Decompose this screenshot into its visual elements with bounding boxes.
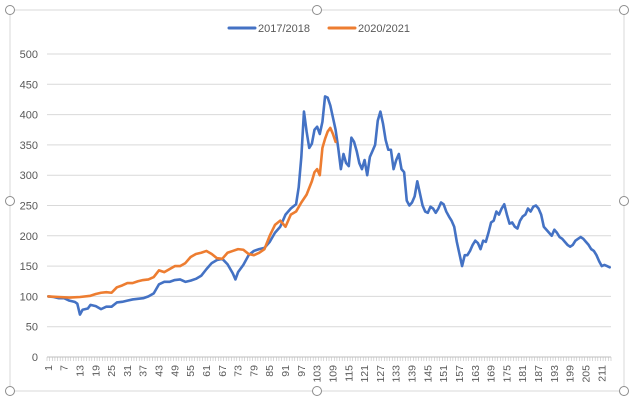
x-tick-label: 115 bbox=[343, 365, 355, 382]
x-tick-label: 127 bbox=[375, 365, 387, 383]
x-tick-label: 61 bbox=[201, 365, 213, 377]
y-tick-label: 500 bbox=[20, 49, 38, 61]
x-tick-label: 1 bbox=[43, 365, 55, 371]
x-tick-label: 121 bbox=[359, 365, 371, 383]
chart-area-border[interactable] bbox=[9, 9, 625, 392]
legend-item-2017-2018[interactable]: 2017/2018 bbox=[227, 23, 310, 35]
y-tick-label: 250 bbox=[20, 201, 38, 213]
x-tick-label: 25 bbox=[106, 365, 118, 377]
series-line-2017-2018[interactable] bbox=[47, 95, 611, 316]
x-tick-label: 109 bbox=[327, 365, 339, 383]
x-tick-label: 79 bbox=[248, 365, 260, 377]
x-tick-label: 7 bbox=[59, 365, 71, 371]
y-tick-label: 50 bbox=[26, 322, 38, 334]
x-tick-label: 205 bbox=[580, 365, 592, 383]
x-tick-label: 85 bbox=[264, 365, 276, 377]
x-tick-label: 181 bbox=[517, 365, 529, 383]
y-tick-label: 400 bbox=[20, 110, 38, 122]
series-line-2020-2021[interactable] bbox=[47, 126, 337, 299]
legend-label: 2017/2018 bbox=[258, 23, 310, 35]
x-tick-label: 43 bbox=[154, 365, 166, 377]
x-tick-label: 187 bbox=[533, 365, 545, 383]
x-tick-label: 199 bbox=[565, 365, 577, 383]
x-tick-label: 91 bbox=[280, 365, 292, 377]
x-axis[interactable]: 1 7 13 19 25 31 37 43 49 55 61 67 73 79 85 91 97 103 109 11… bbox=[43, 357, 612, 383]
x-tick-label: 133 bbox=[391, 365, 403, 383]
resize-handle-top-left[interactable] bbox=[5, 5, 15, 15]
x-tick-label: 151 bbox=[438, 365, 450, 383]
resize-handle-bottom[interactable] bbox=[312, 386, 322, 396]
x-tick-label: 211 bbox=[596, 365, 608, 382]
legend-item-2020-2021[interactable]: 2020/2021 bbox=[327, 23, 410, 35]
legend[interactable]: 2017/2018 2020/2021 bbox=[227, 23, 410, 35]
y-tick-label: 150 bbox=[20, 261, 38, 273]
x-tick-label: 175 bbox=[501, 365, 513, 383]
x-tick-label: 31 bbox=[122, 365, 134, 377]
resize-handle-bottom-right[interactable] bbox=[619, 386, 629, 396]
resize-handle-top[interactable] bbox=[312, 5, 322, 15]
x-tick-label: 67 bbox=[217, 365, 229, 377]
selection-handles[interactable] bbox=[5, 5, 629, 396]
y-tick-label: 200 bbox=[20, 231, 38, 243]
x-tick-label: 163 bbox=[470, 365, 482, 383]
x-tick-label: 103 bbox=[312, 365, 324, 383]
y-tick-label: 100 bbox=[20, 291, 38, 303]
x-tick-label: 157 bbox=[454, 365, 466, 383]
x-tick-label: 145 bbox=[422, 365, 434, 383]
x-tick-label: 139 bbox=[407, 365, 419, 383]
x-tick-label: 97 bbox=[296, 365, 308, 377]
y-tick-label: 300 bbox=[20, 170, 38, 182]
x-tick-label: 13 bbox=[74, 365, 86, 377]
x-tick-label: 19 bbox=[90, 365, 102, 377]
legend-label: 2020/2021 bbox=[358, 23, 410, 35]
resize-handle-right[interactable] bbox=[619, 196, 629, 206]
x-tick-label: 37 bbox=[138, 365, 150, 377]
x-tick-label: 55 bbox=[185, 365, 197, 377]
x-tick-label: 49 bbox=[169, 365, 181, 377]
plot-area[interactable] bbox=[47, 95, 611, 316]
resize-handle-top-right[interactable] bbox=[619, 5, 629, 15]
resize-handle-bottom-left[interactable] bbox=[5, 386, 15, 396]
y-axis[interactable]: 0 50 100 150 200 250 300 350 400 450 500 bbox=[20, 49, 38, 364]
resize-handle-left[interactable] bbox=[5, 196, 15, 206]
y-tick-label: 0 bbox=[32, 352, 38, 364]
x-tick-label: 73 bbox=[233, 365, 245, 377]
y-tick-label: 350 bbox=[20, 140, 38, 152]
x-tick-label: 193 bbox=[549, 365, 561, 383]
gridlines bbox=[47, 53, 611, 358]
y-tick-label: 450 bbox=[20, 79, 38, 91]
x-tick-label: 169 bbox=[486, 365, 498, 383]
